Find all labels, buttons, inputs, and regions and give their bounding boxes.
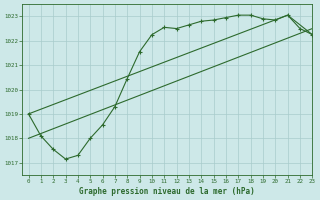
X-axis label: Graphe pression niveau de la mer (hPa): Graphe pression niveau de la mer (hPa) [79, 187, 255, 196]
